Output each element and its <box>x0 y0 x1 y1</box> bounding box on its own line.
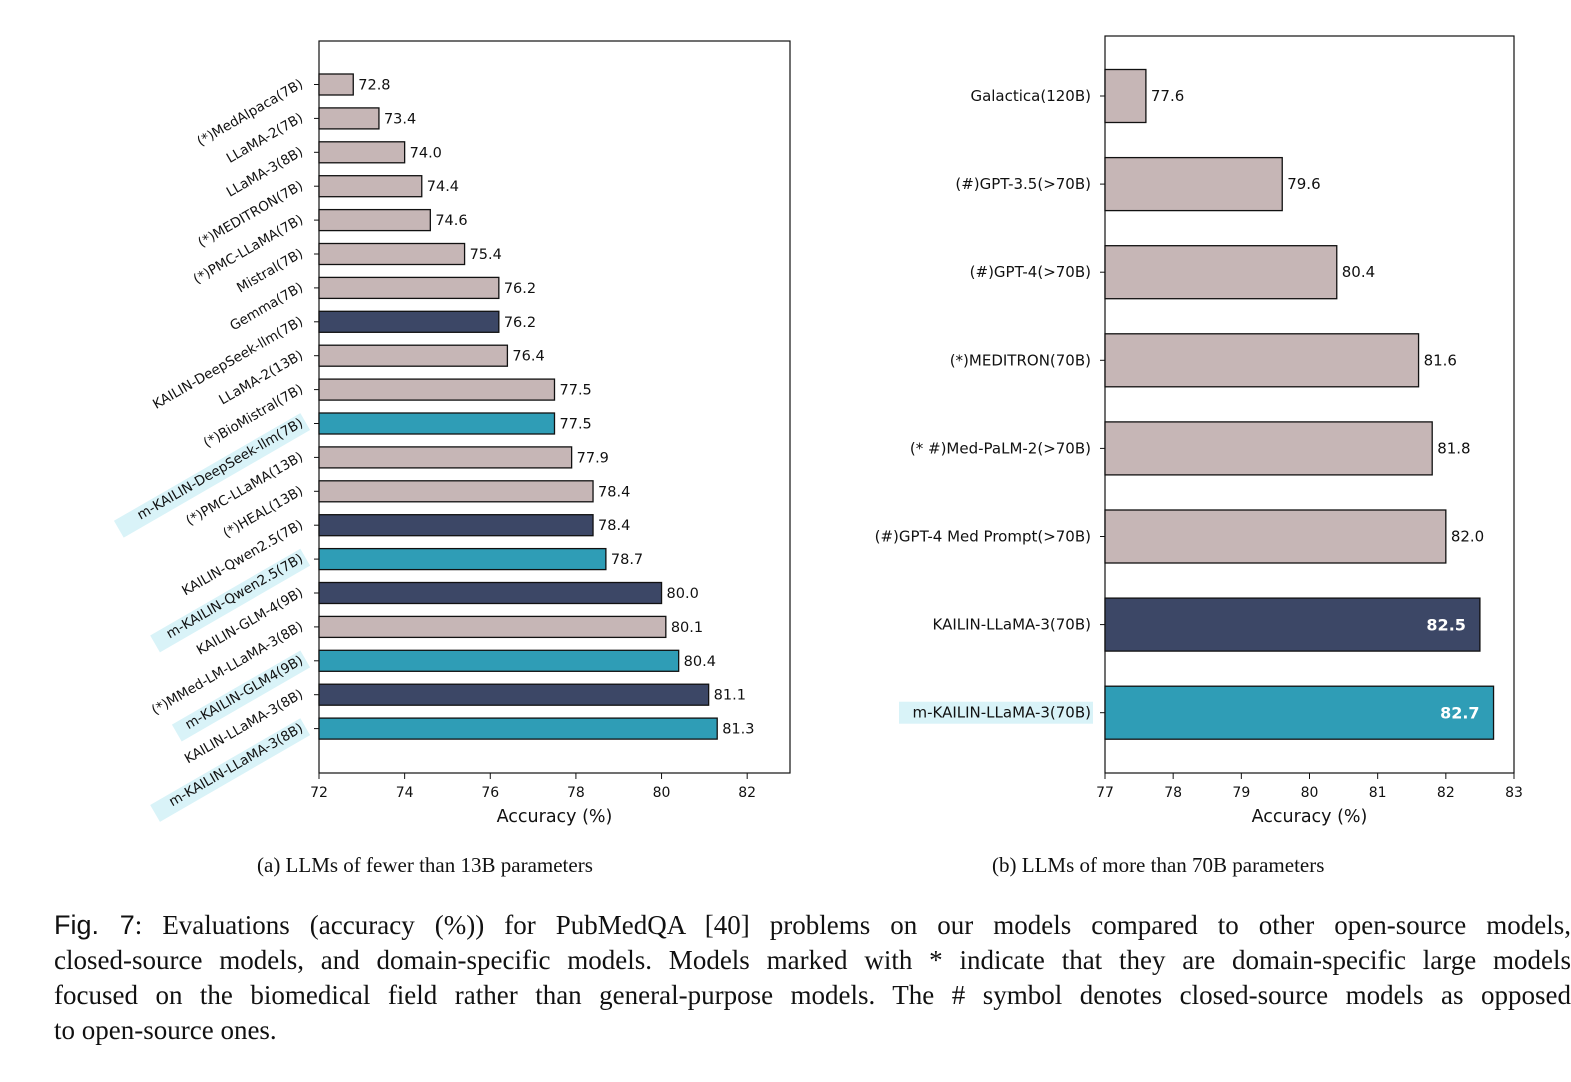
plot-frame <box>1104 35 1515 774</box>
value-label: 80.0 <box>667 586 699 602</box>
value-label: 74.6 <box>435 213 467 229</box>
x-tick-label: 80 <box>653 785 671 801</box>
x-axis-label: Accuracy (%) <box>497 807 613 827</box>
category-label-highlight <box>171 650 311 742</box>
bar-gpt-4-med-prompt-70b <box>1104 509 1447 564</box>
bar-mmed-lm-llama-3-8b <box>318 615 667 639</box>
value-label: 74.0 <box>410 145 442 161</box>
bar-mistral-7b <box>318 242 466 266</box>
bar-m-kailin-deepseek-llm-7b <box>318 412 556 435</box>
bar-llama-2-7b <box>318 107 380 130</box>
value-label: 78.4 <box>598 518 630 534</box>
x-tick-label: 76 <box>481 785 499 801</box>
value-label: 77.5 <box>560 383 592 399</box>
x-tick-label: 80 <box>1301 785 1319 801</box>
caption-fig-label: Fig. 7 <box>54 910 135 940</box>
category-label: (* #)Med-PaLM-2(>70B) <box>910 439 1091 457</box>
bar-med-palm-2-70b <box>1104 421 1433 476</box>
x-tick-label: 83 <box>1505 785 1523 801</box>
bar-pmc-llama-13b <box>318 446 573 469</box>
category-label-highlight <box>899 701 1093 724</box>
value-label: 80.4 <box>684 654 716 670</box>
bar-m-kailin-llama-3-70b <box>1104 685 1495 740</box>
value-label: 76.2 <box>504 281 536 297</box>
x-tick-label: 74 <box>396 785 414 801</box>
bar-gemma-7b <box>318 276 500 300</box>
bar-medalpaca-7b <box>318 73 354 96</box>
x-tick-label: 79 <box>1232 785 1250 801</box>
x-tick-label: 82 <box>738 785 756 801</box>
value-label: 75.4 <box>470 247 502 263</box>
value-label: 81.8 <box>1437 439 1470 457</box>
bar-kailin-glm-4-9b <box>318 581 663 605</box>
x-tick-label: 82 <box>1437 785 1455 801</box>
x-tick-label: 77 <box>1096 785 1114 801</box>
value-label: 74.4 <box>427 179 459 195</box>
value-label: 82.5 <box>1426 616 1465 635</box>
category-label: m-KAILIN-LLaMA-3(70B) <box>912 704 1091 722</box>
value-label: 81.3 <box>722 722 754 738</box>
value-label: 72.8 <box>358 78 390 94</box>
value-label: 73.4 <box>384 111 416 127</box>
category-label: (#)GPT-3.5(>70B) <box>955 175 1091 193</box>
category-label: KAILIN-LLaMA-3(70B) <box>933 616 1092 634</box>
bar-heal-13b <box>318 480 594 503</box>
category-label-highlight <box>150 548 311 653</box>
caption-line-3: focused on the biomedical field rather t… <box>54 980 1571 1010</box>
caption-line-1-text: : Evaluations (accuracy (%)) for PubMedQ… <box>134 910 1571 940</box>
bar-pmc-llama-7b <box>318 208 431 232</box>
x-tick-label: 78 <box>567 785 585 801</box>
subcaption-a: (a) LLMs of fewer than 13B parameters <box>257 853 593 877</box>
value-label: 77.6 <box>1151 87 1184 105</box>
category-label: (*)MEDITRON(70B) <box>950 351 1091 369</box>
value-label: 80.4 <box>1342 263 1375 281</box>
value-label: 77.5 <box>560 417 592 433</box>
bar-biomistral-7b <box>318 378 556 401</box>
value-label: 78.4 <box>598 484 630 500</box>
bar-kailin-llama-3-8b <box>318 683 710 706</box>
x-axis-label: Accuracy (%) <box>1252 807 1368 827</box>
value-label: 82.7 <box>1440 704 1479 723</box>
figure-caption: Fig. 7: Evaluations (accuracy (%)) for P… <box>54 908 1571 1048</box>
category-label-highlight <box>113 413 311 538</box>
x-tick-label: 78 <box>1164 785 1182 801</box>
bar-galactica-120b <box>1104 68 1147 124</box>
value-label: 80.1 <box>671 620 703 636</box>
bar-meditron-7b <box>318 175 423 198</box>
value-label: 81.1 <box>714 688 746 704</box>
bar-kailin-llama-3-70b <box>1104 597 1481 652</box>
value-label: 76.4 <box>512 349 544 365</box>
value-label: 81.6 <box>1424 351 1457 369</box>
value-label: 82.0 <box>1451 528 1484 546</box>
value-label: 79.6 <box>1287 175 1320 193</box>
category-label: Galactica(120B) <box>970 87 1091 105</box>
plot-frame <box>318 40 791 774</box>
chart-b-large-llms: 77 78 79 80 81 82 83 Accuracy (%) 77.6 Galactica(… <box>875 35 1523 827</box>
bar-kailin-deepseek-llm-7b <box>318 310 500 333</box>
bar-m-kailin-glm4-9b <box>318 649 680 672</box>
value-label: 76.2 <box>504 315 536 331</box>
bar-gpt-4-70b <box>1104 245 1338 300</box>
subcaption-b: (b) LLMs of more than 70B parameters <box>992 853 1325 877</box>
bar-gpt-3-5-70b <box>1104 156 1283 212</box>
category-label-highlight <box>150 718 311 822</box>
category-label: (#)GPT-4 Med Prompt(>70B) <box>875 528 1091 546</box>
bar-llama-3-8b <box>318 141 406 164</box>
bar-meditron-70b <box>1104 333 1420 388</box>
caption-line-4: to open-source ones. <box>54 1015 277 1045</box>
bar-kailin-qwen2-5-7b <box>318 514 594 537</box>
bar-llama-2-13b <box>318 344 509 367</box>
bar-m-kailin-qwen2-5-7b <box>318 547 607 571</box>
x-tick-label: 72 <box>310 785 328 801</box>
x-tick-label: 81 <box>1369 785 1387 801</box>
bar-m-kailin-llama-3-8b <box>318 717 718 740</box>
caption-line-1: Fig. 7: Evaluations (accuracy (%)) for P… <box>54 908 1571 943</box>
caption-line-2: closed-source models, and domain-specifi… <box>54 945 1571 975</box>
value-label: 77.9 <box>577 450 609 466</box>
category-label: (#)GPT-4(>70B) <box>970 263 1091 281</box>
value-label: 78.7 <box>611 552 643 568</box>
